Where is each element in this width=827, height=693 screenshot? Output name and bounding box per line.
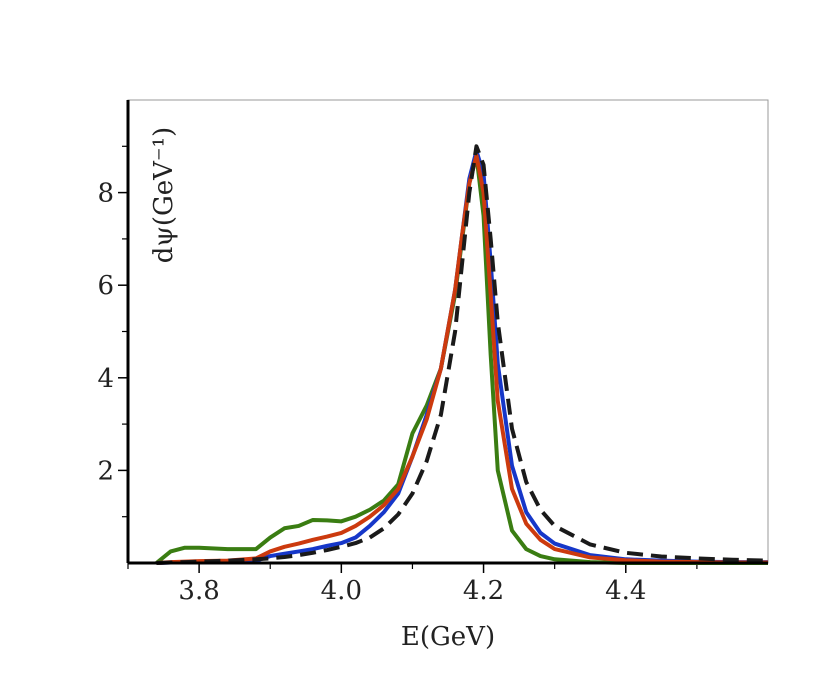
series-line: [156, 148, 768, 565]
y-tick-label: 6: [97, 271, 114, 301]
x-axis-label: E(GeV): [401, 622, 495, 652]
series-line: [155, 153, 768, 565]
x-tick-label: 4.4: [605, 576, 646, 606]
y-tick-label: 2: [97, 456, 114, 486]
y-axis-label: dψ(GeV⁻¹): [149, 127, 179, 263]
series-line: [156, 153, 768, 565]
x-tick-label: 4.2: [463, 576, 504, 606]
x-tick-label: 3.8: [178, 576, 219, 606]
y-tick-label: 8: [97, 179, 114, 209]
x-tick-label: 4.0: [321, 576, 362, 606]
y-tick-label: 4: [97, 364, 114, 394]
series-line: [156, 144, 769, 565]
